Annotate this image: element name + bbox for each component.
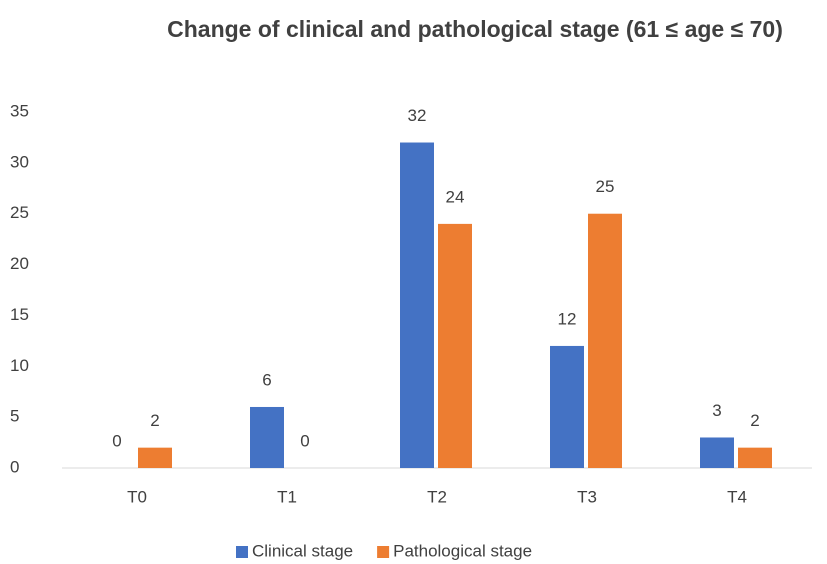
- bar: [700, 437, 734, 468]
- y-tick-label: 30: [10, 152, 29, 171]
- x-tick-label: T2: [427, 487, 447, 506]
- bar: [400, 142, 434, 468]
- y-tick-label: 10: [10, 356, 29, 375]
- y-tick-label: 25: [10, 203, 29, 222]
- data-label: 32: [408, 106, 427, 125]
- data-label: 0: [112, 431, 121, 450]
- y-tick-label: 35: [10, 101, 29, 120]
- bar: [250, 406, 284, 468]
- data-label: 2: [150, 411, 159, 430]
- chart-title: Change of clinical and pathological stag…: [167, 16, 783, 42]
- x-tick-label: T4: [727, 487, 747, 506]
- legend-label: Clinical stage: [252, 541, 353, 560]
- x-tick-label: T1: [277, 487, 297, 506]
- data-label: 12: [558, 309, 577, 328]
- data-label: 24: [446, 187, 465, 206]
- bar: [138, 447, 172, 468]
- legend-swatch: [377, 546, 390, 558]
- y-tick-label: 0: [10, 457, 19, 476]
- bar: [550, 345, 584, 468]
- bar: [738, 447, 772, 468]
- legend-swatch: [236, 546, 248, 558]
- data-label: 0: [300, 431, 309, 450]
- y-tick-label: 15: [10, 305, 29, 324]
- bar: [438, 223, 472, 468]
- data-label: 3: [712, 401, 721, 420]
- y-tick-label: 20: [10, 254, 29, 273]
- data-label: 6: [262, 370, 271, 389]
- data-label: 2: [750, 411, 759, 430]
- y-tick-label: 5: [10, 407, 19, 426]
- bar: [588, 213, 622, 468]
- data-label: 25: [596, 177, 615, 196]
- legend-label: Pathological stage: [393, 541, 532, 560]
- x-tick-label: T3: [577, 487, 597, 506]
- x-tick-label: T0: [127, 487, 147, 506]
